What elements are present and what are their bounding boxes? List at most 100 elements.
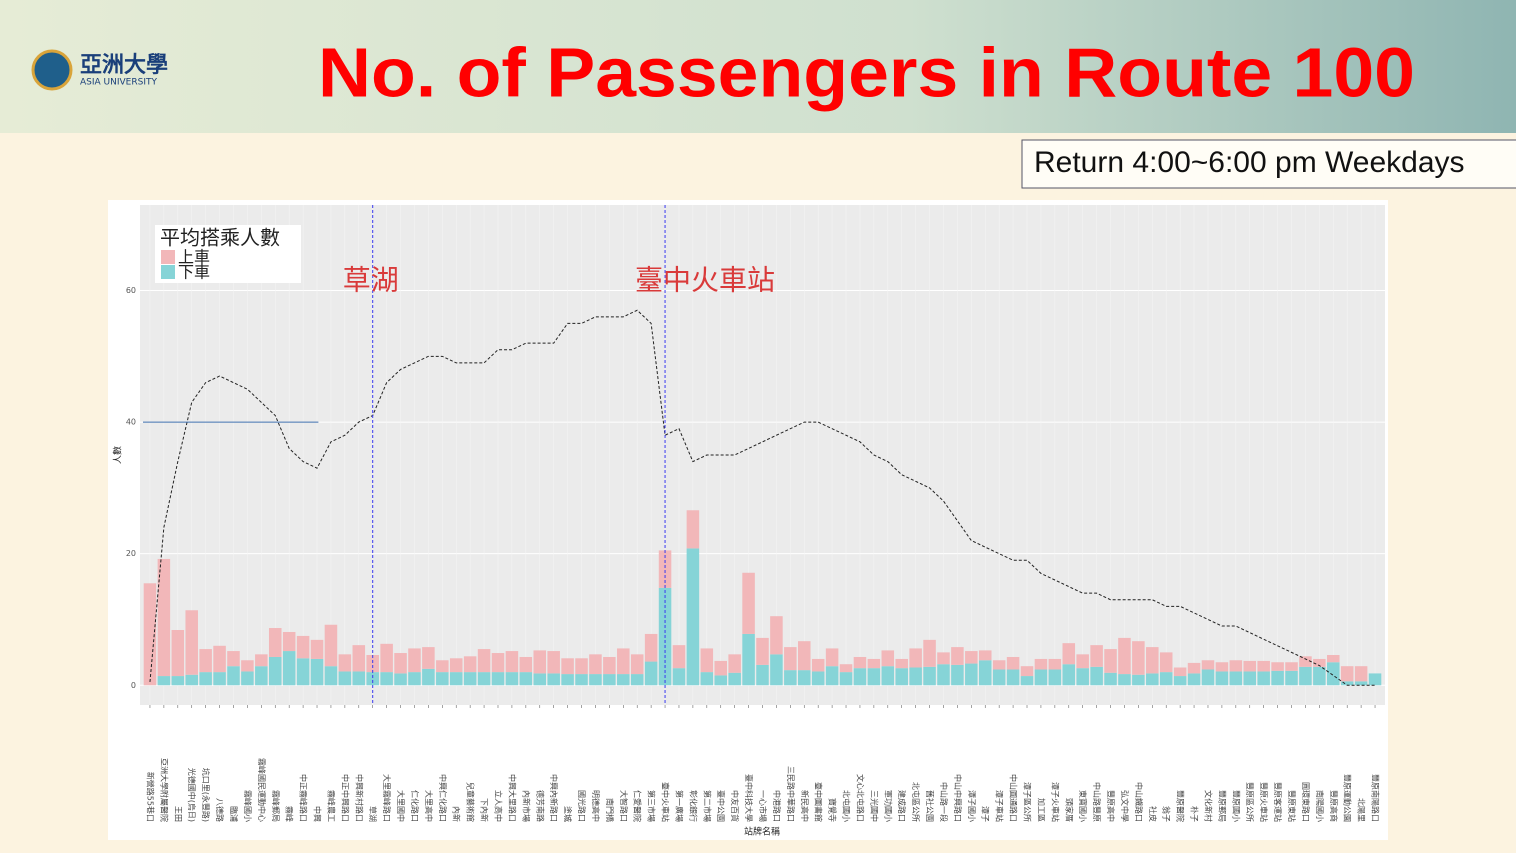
- bar-segment: [268, 656, 282, 686]
- x-tick-label: 下內新: [480, 798, 490, 822]
- bar-segment: [1146, 647, 1159, 674]
- bar-segment: [839, 672, 853, 686]
- bar-segment: [992, 660, 1006, 670]
- bar-segment: [1118, 674, 1131, 686]
- bar-segment: [449, 658, 463, 673]
- bar-segment: [519, 656, 533, 673]
- x-tick-label: 南門橋: [605, 798, 615, 822]
- bar-segment: [241, 660, 254, 672]
- x-tick-label: 頭家厝: [1064, 798, 1074, 822]
- x-tick-label: 一心市場: [758, 790, 768, 822]
- bar-segment: [714, 675, 728, 686]
- bar-segment: [1132, 641, 1145, 675]
- bar-segment: [1313, 658, 1326, 667]
- x-tick-label: 中山中興路口: [953, 774, 963, 822]
- x-tick-label: 大里霧峰路口: [382, 774, 392, 822]
- bar-segment: [992, 669, 1006, 686]
- bar-segment: [1006, 656, 1020, 670]
- x-tick-label: 霧峰: [285, 806, 295, 822]
- bar-segment: [644, 661, 658, 686]
- bar-segment: [296, 658, 310, 686]
- x-tick-label: 八德路: [215, 798, 225, 822]
- x-tick-label: 豐原醫院: [1176, 790, 1186, 822]
- bar-segment: [1313, 666, 1326, 686]
- bar-segment: [630, 654, 644, 675]
- bar-segment: [1076, 654, 1089, 669]
- x-tick-label: 東寶國小: [1078, 790, 1088, 822]
- y-tick-label: 40: [126, 418, 136, 427]
- bar-segment: [881, 666, 895, 686]
- bar-segment: [1368, 673, 1382, 686]
- bar-segment: [811, 658, 825, 672]
- x-tick-label: 霧峰國小: [243, 790, 253, 822]
- x-tick-label: 第三市場: [647, 790, 657, 822]
- bar-segment: [770, 654, 783, 686]
- x-tick-label: 文化新村: [1203, 790, 1213, 822]
- bar-segment: [853, 668, 867, 686]
- legend-box: [155, 225, 301, 283]
- bar-segment: [338, 671, 352, 686]
- bar-segment: [1340, 666, 1354, 682]
- x-tick-label: 第二市場: [702, 790, 712, 822]
- bar-segment: [686, 548, 700, 686]
- bar-segment: [1118, 637, 1131, 675]
- station-annotation: 臺中火車站: [635, 264, 775, 297]
- x-tick-label: 朴子: [1190, 806, 1200, 822]
- bar-segment: [255, 666, 268, 686]
- x-tick-label: 新民高中: [800, 790, 810, 822]
- x-tick-label: 塗城: [563, 806, 573, 822]
- x-tick-label: 豐原區公所: [1245, 782, 1255, 822]
- bar-segment: [1034, 669, 1048, 686]
- x-tick-label: 霧峰國民運動中心: [257, 758, 267, 822]
- x-tick-label: 中山路一段: [939, 782, 949, 822]
- x-tick-label: 中興新村路口: [354, 774, 364, 822]
- x-tick-label: 臨浦: [229, 806, 239, 822]
- bar-segment: [1243, 671, 1257, 686]
- bar-segment: [1048, 658, 1062, 670]
- bar-segment: [143, 583, 157, 686]
- bar-segment: [1271, 662, 1284, 671]
- x-tick-label: 舊社公園: [925, 790, 935, 822]
- x-tick-label: 中正霧峰路口: [299, 774, 309, 822]
- bar-segment: [1271, 670, 1284, 686]
- bar-segment: [728, 654, 741, 673]
- bar-segment: [171, 630, 185, 677]
- bar-segment: [895, 658, 908, 669]
- x-tick-label: 軍功國小: [883, 790, 893, 822]
- bar-segment: [394, 653, 407, 674]
- bar-segment: [1187, 662, 1201, 674]
- bar-segment: [756, 637, 769, 665]
- bar-segment: [617, 648, 630, 675]
- x-tick-label: 中山圓通路口: [1009, 774, 1019, 822]
- bar-segment: [742, 633, 755, 686]
- x-tick-label: 大里國中: [396, 790, 406, 822]
- x-tick-label: 內新市場: [521, 790, 531, 822]
- bar-segment: [463, 672, 477, 686]
- bar-segment: [436, 660, 449, 673]
- bar-segment: [909, 648, 922, 668]
- bar-segment: [422, 647, 435, 669]
- x-tick-label: 中山鐵路口: [1134, 782, 1144, 822]
- bar-segment: [825, 666, 839, 686]
- x-tick-label: 光德國中(烏日): [187, 768, 197, 822]
- bar-segment: [1243, 660, 1257, 672]
- x-axis-title: 站牌名稱: [744, 826, 780, 838]
- bar-segment: [1006, 669, 1020, 686]
- legend-title: 平均搭乘人數: [160, 226, 280, 250]
- x-tick-label: 北屯區公所: [911, 782, 921, 822]
- x-tick-label: 建成路口: [897, 790, 907, 822]
- bar-segment: [561, 658, 574, 675]
- bar-segment: [324, 666, 338, 686]
- bar-segment: [1299, 666, 1312, 686]
- bar-segment: [978, 660, 992, 686]
- x-tick-label: 中興內新路口: [549, 774, 559, 822]
- bar-segment: [1201, 660, 1215, 670]
- x-tick-label: 國光路口: [577, 790, 587, 822]
- station-annotation: 草湖: [343, 264, 399, 297]
- bar-segment: [366, 655, 379, 673]
- x-tick-label: 中山路豐原: [1092, 782, 1102, 822]
- legend-swatch: [161, 250, 175, 264]
- bar-segment: [937, 664, 950, 686]
- x-tick-label: 臺中圖書館: [814, 782, 824, 822]
- bar-segment: [1104, 649, 1117, 673]
